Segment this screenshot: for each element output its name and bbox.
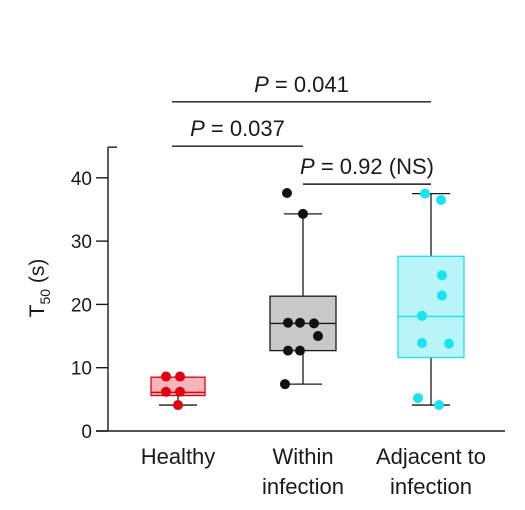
box-within-infection <box>269 213 337 385</box>
data-point <box>434 400 444 411</box>
y-tick-label: 40 <box>71 169 92 190</box>
data-point <box>298 208 308 219</box>
p-value-text: = 0.037 <box>205 116 285 141</box>
y-axis-label-unit: (s) <box>26 259 49 289</box>
p-value-label: P = 0.037 <box>190 116 285 141</box>
category-label: Adjacent to <box>376 444 486 469</box>
data-point <box>437 290 447 301</box>
data-point <box>280 379 290 390</box>
axes: 0 10 20 30 40 <box>71 146 505 443</box>
data-point <box>283 317 293 328</box>
p-value-label: P = 0.92 (NS) <box>300 154 434 179</box>
p-symbol: P <box>254 72 269 97</box>
data-point <box>175 386 185 397</box>
box-adjacent-to-infection <box>397 192 465 406</box>
category-label: Healthy <box>141 444 216 469</box>
data-point <box>313 331 323 342</box>
axis-labels: T50 (s) Healthy Within infection Adjacent to… <box>26 259 486 499</box>
p-symbol: P <box>300 154 315 179</box>
data-point <box>420 188 430 199</box>
data-point <box>173 400 183 411</box>
category-label: infection <box>390 474 472 499</box>
data-points <box>161 187 454 411</box>
data-point <box>417 310 427 321</box>
data-point <box>175 371 185 382</box>
data-point <box>161 371 171 382</box>
category-label: infection <box>262 474 344 499</box>
y-tick-label: 30 <box>71 232 92 253</box>
y-axis-label-main: T <box>26 304 49 317</box>
data-point <box>282 187 292 198</box>
data-point <box>413 393 423 404</box>
data-point <box>436 194 446 205</box>
data-point <box>444 338 454 349</box>
y-axis-label: T50 (s) <box>26 259 53 318</box>
data-point <box>161 386 171 397</box>
data-point <box>437 270 447 281</box>
y-tick-label: 10 <box>71 359 92 380</box>
y-tick-label: 20 <box>71 295 92 316</box>
y-axis-label-subscript: 50 <box>37 289 53 305</box>
category-label: Within <box>272 444 333 469</box>
p-value-label: P = 0.041 <box>254 72 349 97</box>
data-point <box>309 318 319 329</box>
p-value-text: = 0.92 (NS) <box>315 154 434 179</box>
p-symbol: P <box>190 116 205 141</box>
p-value-text: = 0.041 <box>269 72 349 97</box>
boxes <box>150 192 465 406</box>
iqr-box <box>397 255 465 359</box>
data-point <box>283 345 293 356</box>
data-point <box>295 317 305 328</box>
data-point <box>417 338 427 349</box>
data-point <box>295 345 305 356</box>
y-tick-label: 0 <box>81 422 92 443</box>
